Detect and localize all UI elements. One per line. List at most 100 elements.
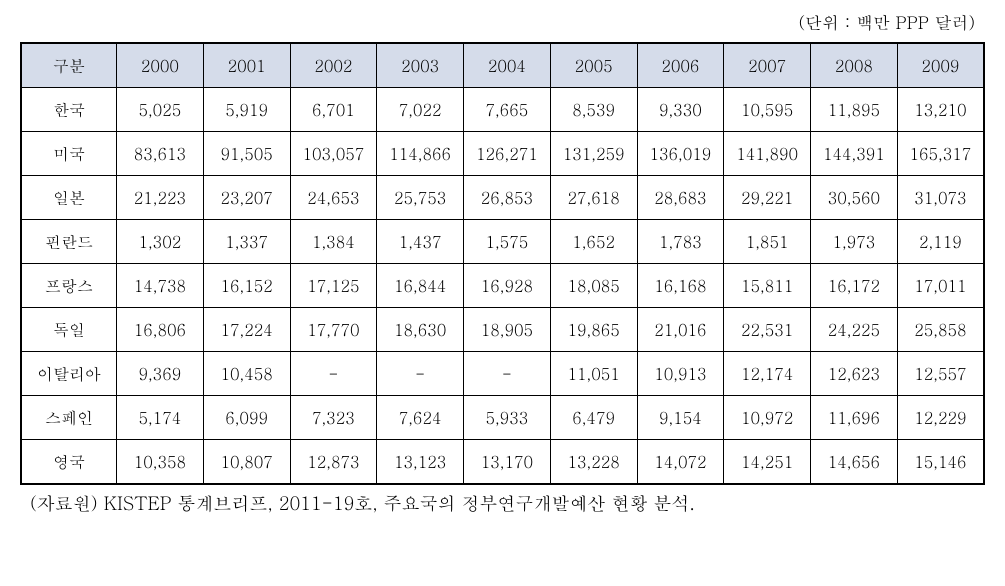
value-cell: 13,228	[550, 440, 637, 485]
value-cell: 17,224	[203, 308, 290, 352]
value-cell: 5,174	[117, 396, 204, 440]
value-cell: 23,207	[203, 176, 290, 220]
value-cell: 1,973	[811, 220, 898, 264]
value-cell: 10,458	[203, 352, 290, 396]
value-cell: 7,624	[377, 396, 464, 440]
value-cell: 12,873	[290, 440, 377, 485]
value-cell: 9,154	[637, 396, 724, 440]
value-cell: 6,479	[550, 396, 637, 440]
country-cell: 프랑스	[21, 264, 117, 308]
value-cell: 11,895	[811, 88, 898, 132]
data-table: 구분 2000 2001 2002 2003 2004 2005 2006 20…	[20, 42, 985, 485]
value-cell: 16,844	[377, 264, 464, 308]
value-cell: 19,865	[550, 308, 637, 352]
value-cell: 18,905	[464, 308, 551, 352]
value-cell: 10,913	[637, 352, 724, 396]
country-cell: 일본	[21, 176, 117, 220]
col-header: 구분	[21, 43, 117, 88]
value-cell: 12,174	[724, 352, 811, 396]
value-cell: 24,653	[290, 176, 377, 220]
value-cell: 28,683	[637, 176, 724, 220]
col-header: 2009	[897, 43, 984, 88]
table-row: 핀란드1,3021,3371,3841,4371,5751,6521,7831,…	[21, 220, 984, 264]
value-cell: 14,656	[811, 440, 898, 485]
value-cell: 21,223	[117, 176, 204, 220]
value-cell: 18,085	[550, 264, 637, 308]
value-cell: 16,152	[203, 264, 290, 308]
value-cell: 91,505	[203, 132, 290, 176]
value-cell: 16,168	[637, 264, 724, 308]
col-header: 2001	[203, 43, 290, 88]
value-cell: 136,019	[637, 132, 724, 176]
value-cell: 165,317	[897, 132, 984, 176]
unit-label: (단위 : 백만 PPP 달러)	[10, 10, 995, 34]
table-row: 스페인5,1746,0997,3237,6245,9336,4799,15410…	[21, 396, 984, 440]
value-cell: 14,072	[637, 440, 724, 485]
value-cell: 12,557	[897, 352, 984, 396]
value-cell: 83,613	[117, 132, 204, 176]
value-cell: 10,595	[724, 88, 811, 132]
value-cell: 16,928	[464, 264, 551, 308]
value-cell: 11,051	[550, 352, 637, 396]
value-cell: 14,738	[117, 264, 204, 308]
value-cell: 15,811	[724, 264, 811, 308]
value-cell: 22,531	[724, 308, 811, 352]
value-cell: 25,858	[897, 308, 984, 352]
table-row: 이탈리아9,36910,458---11,05110,91312,17412,6…	[21, 352, 984, 396]
col-header: 2002	[290, 43, 377, 88]
table-row: 영국10,35810,80712,87313,12313,17013,22814…	[21, 440, 984, 485]
col-header: 2005	[550, 43, 637, 88]
value-cell: 1,384	[290, 220, 377, 264]
value-cell: 10,807	[203, 440, 290, 485]
value-cell: 6,701	[290, 88, 377, 132]
value-cell: 16,806	[117, 308, 204, 352]
value-cell: 17,125	[290, 264, 377, 308]
value-cell: 1,652	[550, 220, 637, 264]
value-cell: 15,146	[897, 440, 984, 485]
country-cell: 미국	[21, 132, 117, 176]
value-cell: 13,170	[464, 440, 551, 485]
value-cell: 16,172	[811, 264, 898, 308]
value-cell: 1,783	[637, 220, 724, 264]
value-cell: 21,016	[637, 308, 724, 352]
value-cell: 18,630	[377, 308, 464, 352]
value-cell: 131,259	[550, 132, 637, 176]
value-cell: -	[464, 352, 551, 396]
value-cell: 1,851	[724, 220, 811, 264]
table-body: 한국5,0255,9196,7017,0227,6658,5399,33010,…	[21, 88, 984, 485]
value-cell: 144,391	[811, 132, 898, 176]
country-cell: 독일	[21, 308, 117, 352]
value-cell: 2,119	[897, 220, 984, 264]
col-header: 2000	[117, 43, 204, 88]
value-cell: 10,358	[117, 440, 204, 485]
value-cell: 27,618	[550, 176, 637, 220]
value-cell: 17,011	[897, 264, 984, 308]
value-cell: -	[290, 352, 377, 396]
value-cell: 5,919	[203, 88, 290, 132]
table-row: 프랑스14,73816,15217,12516,84416,92818,0851…	[21, 264, 984, 308]
value-cell: 17,770	[290, 308, 377, 352]
value-cell: 13,210	[897, 88, 984, 132]
value-cell: -	[377, 352, 464, 396]
table-row: 한국5,0255,9196,7017,0227,6658,5399,33010,…	[21, 88, 984, 132]
country-cell: 핀란드	[21, 220, 117, 264]
value-cell: 25,753	[377, 176, 464, 220]
country-cell: 한국	[21, 88, 117, 132]
value-cell: 1,575	[464, 220, 551, 264]
value-cell: 6,099	[203, 396, 290, 440]
value-cell: 10,972	[724, 396, 811, 440]
value-cell: 12,623	[811, 352, 898, 396]
col-header: 2006	[637, 43, 724, 88]
value-cell: 141,890	[724, 132, 811, 176]
value-cell: 26,853	[464, 176, 551, 220]
table-row: 독일16,80617,22417,77018,63018,90519,86521…	[21, 308, 984, 352]
value-cell: 11,696	[811, 396, 898, 440]
value-cell: 8,539	[550, 88, 637, 132]
value-cell: 9,369	[117, 352, 204, 396]
value-cell: 24,225	[811, 308, 898, 352]
value-cell: 1,437	[377, 220, 464, 264]
value-cell: 7,022	[377, 88, 464, 132]
value-cell: 114,866	[377, 132, 464, 176]
value-cell: 1,337	[203, 220, 290, 264]
table-header-row: 구분 2000 2001 2002 2003 2004 2005 2006 20…	[21, 43, 984, 88]
